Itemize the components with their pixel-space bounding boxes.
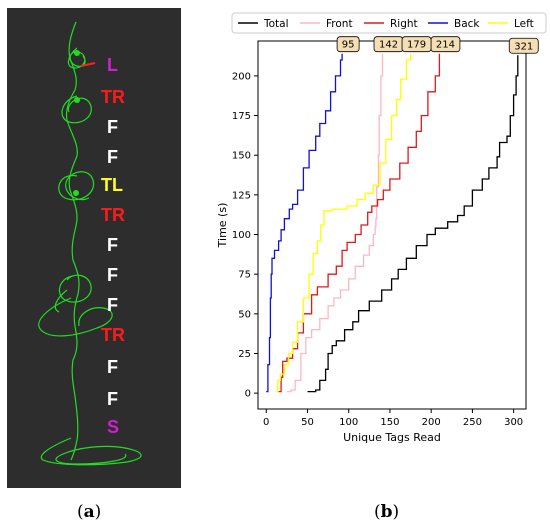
- end-label-box: [508, 37, 539, 54]
- y-tick-label: 75: [238, 270, 251, 281]
- y-tick-label: 175: [232, 111, 251, 122]
- end-label-text: 142: [379, 40, 398, 51]
- trajectory-loop-5: [38, 297, 113, 337]
- caption-a: (a): [77, 502, 102, 522]
- trajectory-loop-4: [54, 274, 92, 313]
- turn-label: F: [107, 265, 118, 285]
- end-label-text: 214: [436, 40, 455, 51]
- legend-entry: Front: [326, 18, 353, 30]
- caption-b: (b): [374, 502, 400, 522]
- trajectory-waypoint-marker: [74, 97, 80, 103]
- tags-read-chart: 0 50 100 150 200 250 300 0 25 50 75 100 125 150 175 200…: [216, 12, 547, 444]
- turn-label: TR: [101, 87, 125, 107]
- series-line-total: [307, 55, 519, 393]
- series-line-front: [286, 53, 384, 393]
- end-label-box: [401, 36, 432, 53]
- trajectory-loop-3: [58, 171, 95, 201]
- trajectory-markers: [73, 50, 80, 196]
- y-tick-label: 100: [232, 230, 251, 241]
- y-tick-label: 50: [238, 309, 251, 320]
- x-axis-label: Unique Tags Read: [343, 431, 441, 444]
- y-tick-label: 150: [232, 151, 251, 162]
- turn-label: TR: [101, 205, 125, 225]
- end-label-text: 95: [342, 40, 355, 51]
- trajectory-waypoint-marker: [74, 50, 80, 56]
- y-axis-label: Time (s): [216, 203, 229, 249]
- trajectory-waypoint-marker: [73, 190, 79, 196]
- turn-label: F: [107, 389, 118, 409]
- end-label-box: [336, 36, 360, 53]
- end-label-text: 321: [514, 41, 533, 52]
- x-tick-label: 200: [422, 417, 441, 428]
- legend-entry: Total: [263, 18, 289, 30]
- turn-label: F: [107, 147, 118, 167]
- series-line-left: [276, 53, 412, 393]
- y-tick-label: 25: [238, 349, 251, 360]
- legend-entry: Right: [390, 18, 418, 30]
- x-tick-label: 0: [263, 417, 269, 428]
- series-line-right: [278, 53, 441, 393]
- turn-label: L: [107, 55, 118, 75]
- turn-label: S: [107, 417, 120, 437]
- plot-frame: [257, 40, 527, 410]
- turn-label: TL: [101, 175, 123, 195]
- series-line-back: [266, 53, 343, 393]
- turn-marker: [80, 62, 96, 67]
- trajectory-plot: [38, 21, 142, 466]
- turn-label: F: [107, 235, 118, 255]
- end-label-text: 179: [407, 40, 426, 51]
- legend-entry: Left: [514, 18, 534, 30]
- x-tick-label: 250: [463, 417, 482, 428]
- trajectory-base-swirl: [40, 437, 142, 466]
- x-tick-label: 300: [504, 417, 523, 428]
- x-tick-label: 150: [380, 417, 399, 428]
- x-tick-label: 50: [301, 417, 314, 428]
- legend-entry: Back: [454, 18, 480, 30]
- turn-label: TR: [101, 325, 125, 345]
- legend: Total Front Right Back Left: [231, 12, 547, 34]
- trajectory-panel: L TR F F TL TR F F F TR F F S: [7, 8, 181, 488]
- legend-box: [231, 12, 547, 34]
- y-tick-label: 0: [245, 389, 251, 400]
- turn-label: F: [107, 295, 118, 315]
- x-tick-label: 100: [339, 417, 358, 428]
- trajectory-main-path: [65, 21, 80, 461]
- y-tick-label: 125: [232, 190, 251, 201]
- turn-label: F: [107, 357, 118, 377]
- y-tick-label: 200: [232, 71, 251, 82]
- turn-label: F: [107, 117, 118, 137]
